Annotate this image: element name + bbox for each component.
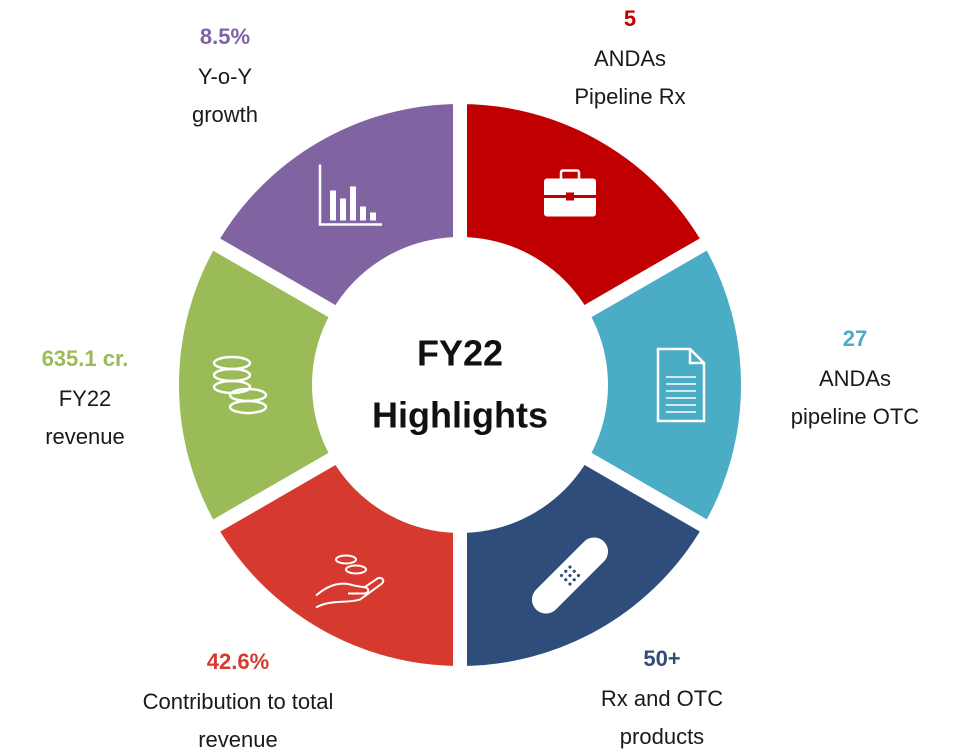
- icon-part: [568, 582, 572, 586]
- icon-part: [559, 573, 564, 578]
- highlight-label: Y-o-Y: [198, 64, 253, 89]
- icon-part: [330, 190, 336, 221]
- highlight-value: 50+: [643, 646, 680, 671]
- highlight-value: 635.1 cr.: [42, 346, 129, 371]
- center-title: FY22: [417, 333, 503, 374]
- highlight-label: products: [620, 724, 704, 749]
- highlight-label: ANDAs: [819, 366, 891, 391]
- icon: [531, 537, 609, 614]
- highlight-label: Pipeline Rx: [574, 84, 685, 109]
- highlight-label: FY22: [59, 386, 112, 411]
- highlight-label: growth: [192, 102, 258, 127]
- icon: [318, 164, 382, 226]
- icon-part: [559, 169, 581, 182]
- highlight-value: 8.5%: [200, 24, 250, 49]
- icon-part: [318, 164, 382, 226]
- icon-part: [568, 565, 572, 569]
- icon-part: [564, 569, 568, 573]
- icon-part: [228, 399, 268, 415]
- highlight-label: Rx and OTC: [601, 686, 723, 711]
- icon-part: [370, 212, 376, 221]
- center-disc: [312, 237, 608, 533]
- icon: [315, 554, 385, 609]
- highlight-label: revenue: [198, 727, 278, 752]
- icon-part: [656, 347, 706, 423]
- icon: [212, 355, 268, 415]
- center-title: Highlights: [372, 395, 548, 436]
- highlight-value: 27: [843, 326, 867, 351]
- icon-part: [340, 198, 346, 221]
- icon: [544, 169, 596, 217]
- icon-part: [360, 206, 366, 221]
- highlight-label: Contribution to total: [143, 689, 334, 714]
- icon-part: [572, 569, 576, 573]
- highlight-value: 5: [624, 6, 636, 31]
- icon-part: [576, 573, 581, 578]
- icon-part: [350, 186, 356, 221]
- icon-part: [572, 578, 576, 582]
- highlight-value: 42.6%: [207, 649, 269, 674]
- highlight-label: ANDAs: [594, 46, 666, 71]
- icon-part: [566, 192, 574, 201]
- icon-part: [568, 573, 572, 578]
- icon-part: [335, 554, 357, 565]
- icon-part: [345, 564, 367, 575]
- highlight-label: pipeline OTC: [791, 404, 920, 429]
- highlight-label: revenue: [45, 424, 125, 449]
- icon-part: [564, 578, 568, 582]
- icon-part: [315, 576, 385, 609]
- icon: [656, 347, 706, 423]
